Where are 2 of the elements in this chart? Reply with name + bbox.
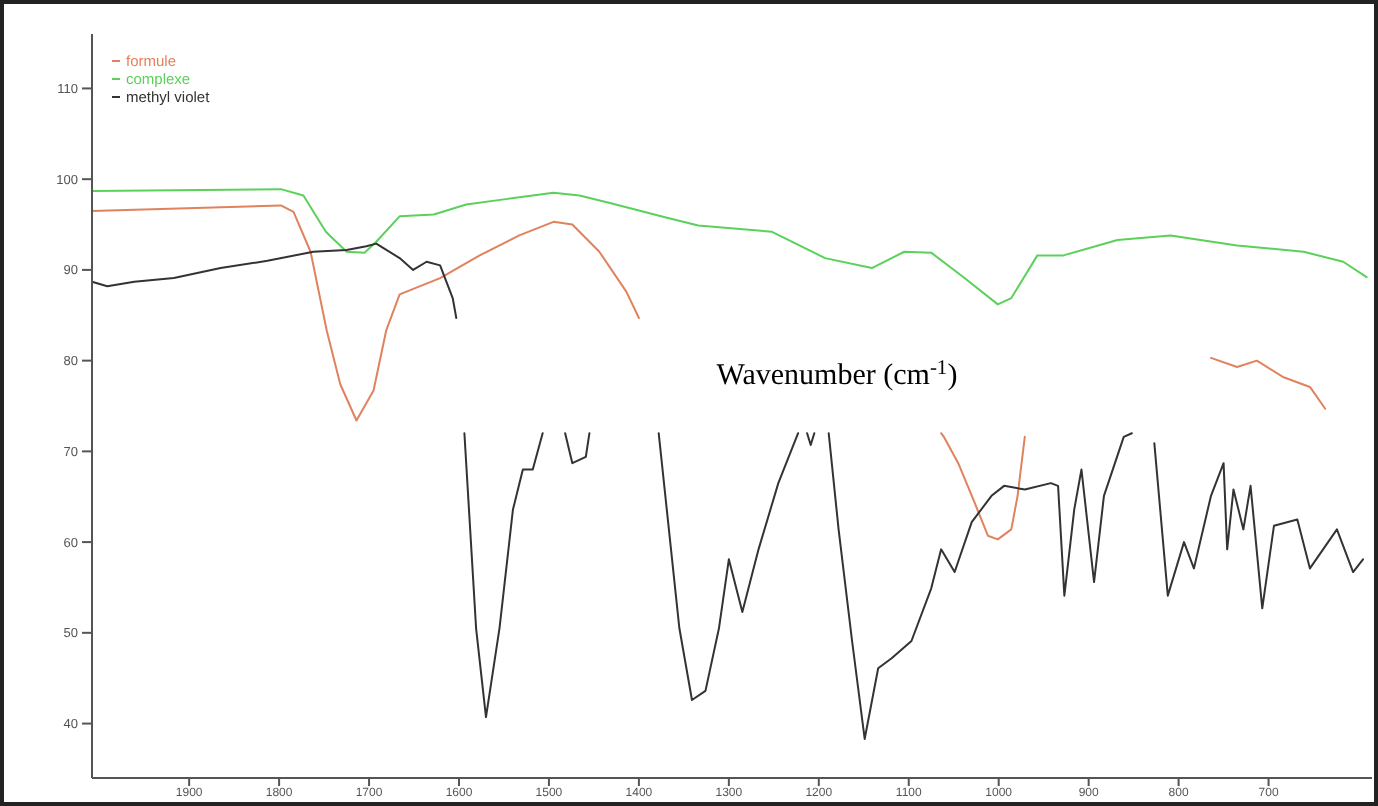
line-series xyxy=(91,188,1368,306)
x-axis-title: Wavenumber (cm$^{-1}$) xyxy=(716,356,958,392)
